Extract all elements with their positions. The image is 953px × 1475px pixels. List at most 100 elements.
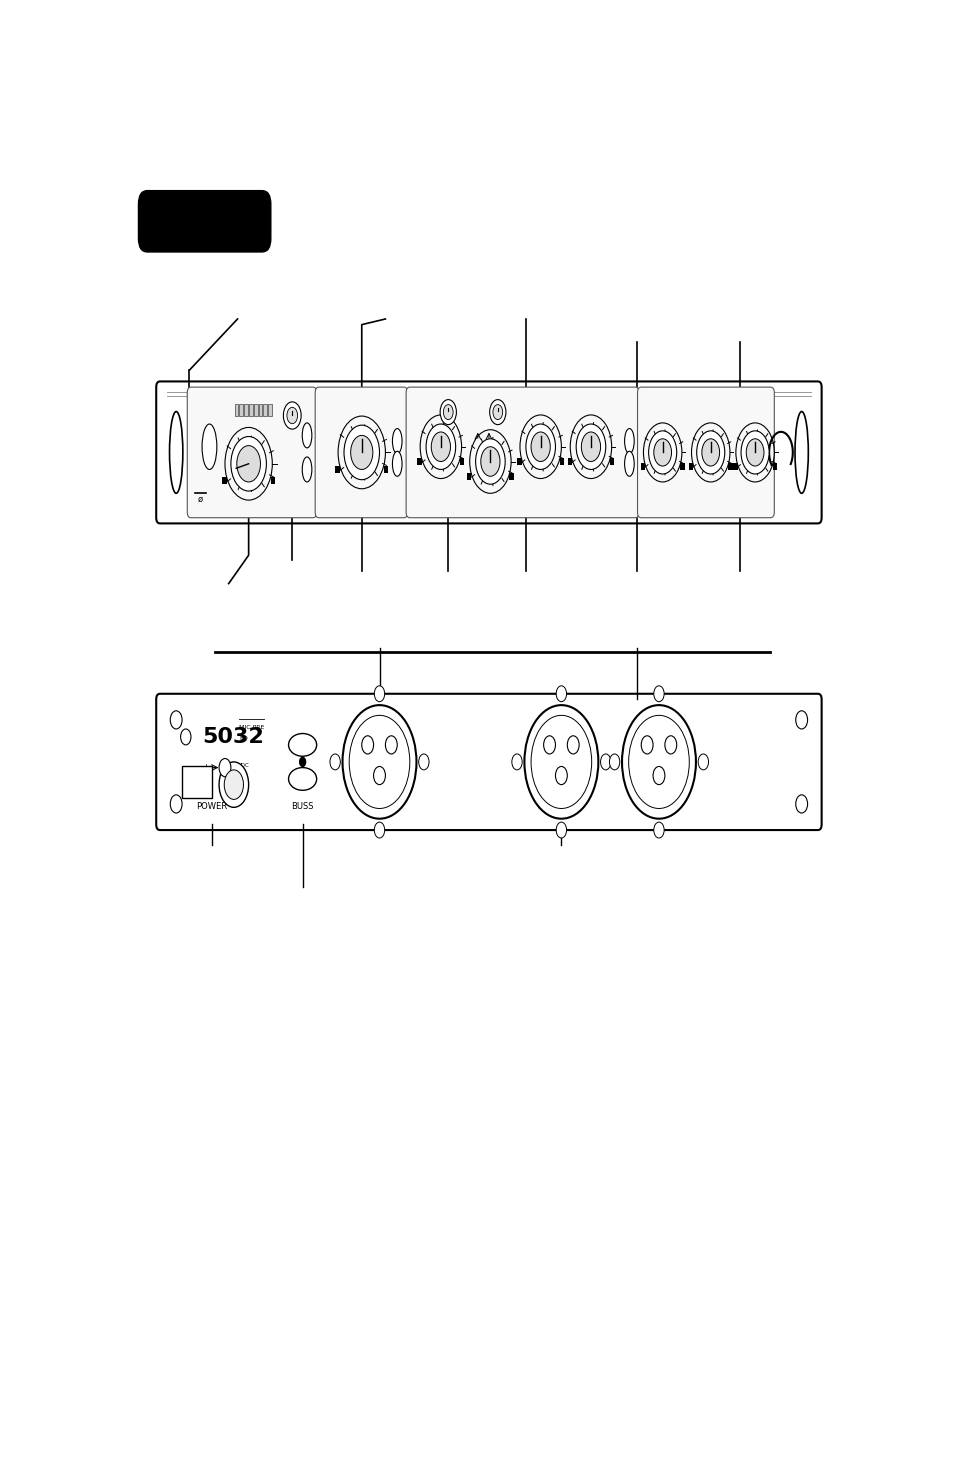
Circle shape [361,736,374,754]
Circle shape [653,438,671,466]
Bar [258,404,262,416]
Ellipse shape [202,423,216,469]
Circle shape [543,736,555,754]
Circle shape [426,423,456,469]
Bar [467,473,471,479]
Bar [383,466,388,472]
Text: OUTPUT: OUTPUT [362,802,396,811]
Circle shape [431,432,450,462]
Circle shape [745,438,763,466]
Text: EQ: EQ [239,736,248,740]
Circle shape [374,822,384,838]
Circle shape [443,404,453,419]
Ellipse shape [342,705,416,819]
Ellipse shape [288,733,316,757]
Circle shape [556,686,566,702]
Bar [335,466,339,472]
Bar [688,463,693,469]
Circle shape [576,423,605,469]
Circle shape [439,400,456,425]
Circle shape [698,754,708,770]
Ellipse shape [524,705,598,819]
Circle shape [795,795,807,813]
Circle shape [609,754,619,770]
Circle shape [740,431,768,473]
Circle shape [640,736,653,754]
Circle shape [653,767,664,785]
Bar [559,459,563,465]
FancyBboxPatch shape [637,386,774,518]
Text: ø: ø [198,496,203,504]
Ellipse shape [392,451,401,476]
Bar [244,404,248,416]
Circle shape [385,736,396,754]
Text: +: + [202,763,209,771]
Ellipse shape [628,715,689,808]
Ellipse shape [794,412,807,493]
Bar [459,459,464,465]
Circle shape [525,423,555,469]
Circle shape [351,435,373,469]
Ellipse shape [170,412,183,493]
Circle shape [567,736,578,754]
Bar [727,463,732,469]
Bar [567,459,572,465]
Circle shape [476,438,505,484]
Circle shape [600,754,610,770]
FancyBboxPatch shape [406,386,639,518]
Circle shape [283,401,301,429]
Circle shape [180,729,191,745]
Ellipse shape [624,429,634,453]
Circle shape [236,445,260,482]
Bar [640,463,644,469]
Circle shape [489,400,505,425]
Bar [263,404,267,416]
Circle shape [231,437,266,491]
Ellipse shape [531,715,591,808]
Circle shape [555,767,567,785]
Text: LINE INPUT: LINE INPUT [537,802,584,811]
Circle shape [795,711,807,729]
Ellipse shape [392,429,401,453]
Circle shape [696,431,724,473]
Bar [182,767,212,798]
Text: BUSS: BUSS [291,802,314,811]
Circle shape [653,686,663,702]
Circle shape [374,767,385,785]
Bar [234,404,238,416]
Bar [517,459,521,465]
Ellipse shape [621,705,695,819]
Bar [609,459,614,465]
Bar [271,478,274,484]
Ellipse shape [302,457,312,482]
Circle shape [531,432,550,462]
Text: MIC INPUT: MIC INPUT [637,802,679,811]
Circle shape [493,404,502,419]
Circle shape [170,795,182,813]
Circle shape [170,711,182,729]
Circle shape [299,757,305,767]
Text: POWER: POWER [196,802,227,811]
Bar [772,463,776,469]
Bar [249,404,253,416]
Bar [417,459,421,465]
Bar [509,473,514,479]
Circle shape [219,763,249,807]
Circle shape [374,686,384,702]
FancyBboxPatch shape [156,382,821,524]
Circle shape [701,438,719,466]
FancyBboxPatch shape [138,190,271,252]
Bar [239,404,243,416]
Circle shape [648,431,676,473]
Ellipse shape [302,423,312,448]
Circle shape [664,736,676,754]
Text: VDC: VDC [238,763,250,768]
Circle shape [580,432,600,462]
Bar [253,404,257,416]
Circle shape [556,822,566,838]
Ellipse shape [349,715,410,808]
Circle shape [330,754,340,770]
Text: 5032: 5032 [202,727,264,746]
Circle shape [480,447,499,476]
Bar [679,463,684,469]
